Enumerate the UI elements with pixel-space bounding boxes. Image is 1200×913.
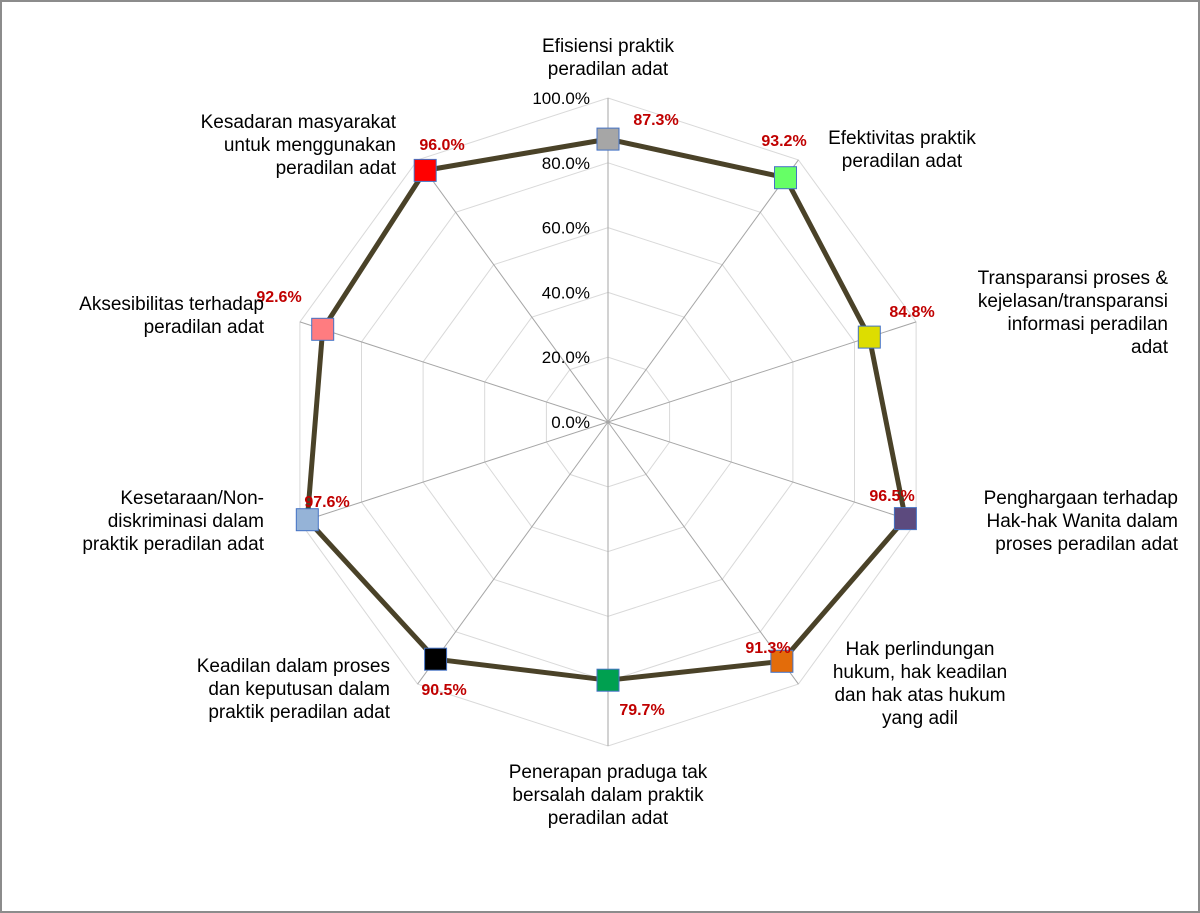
- category-label: Kesetaraan/Non-diskriminasi dalam praktik…: [82, 488, 264, 555]
- category-label-line: adat: [1131, 337, 1169, 358]
- category-label-line: peradilan adat: [144, 317, 265, 338]
- category-label: Kesadaran masyarakat untuk menggunakan per…: [201, 112, 397, 179]
- data-marker: [893, 507, 917, 531]
- data-marker: [857, 325, 881, 349]
- data-value-label: 91.3%: [745, 640, 790, 657]
- category-label-line: dan hak atas hukum: [834, 685, 1005, 706]
- category-label-line: Kesadaran masyarakat: [201, 112, 397, 133]
- data-marker: [770, 649, 794, 673]
- data-value-label: 92.6%: [256, 289, 301, 306]
- category-label-line: peradilan adat: [276, 158, 397, 179]
- category-label: Efektivitas praktik peradilan adat: [828, 128, 976, 172]
- category-label: Efisiensi praktik peradilan adat: [542, 36, 674, 80]
- category-label-line: dan keputusan dalam: [208, 679, 390, 700]
- data-marker: [596, 127, 620, 151]
- category-label-line: kejelasan/transparansi: [978, 291, 1168, 312]
- data-value-label: 90.5%: [421, 682, 466, 699]
- category-label-line: praktik peradilan adat: [208, 702, 390, 723]
- category-label-line: Keadilan dalam proses: [197, 656, 390, 677]
- category-label-line: peradilan adat: [548, 59, 669, 80]
- category-label-line: bersalah dalam praktik: [512, 785, 704, 806]
- category-label: Keadilan dalam proses dan keputusan dalam…: [197, 656, 391, 723]
- category-label-line: Penerapan praduga tak: [509, 762, 708, 783]
- category-label-line: Hak perlindungan: [846, 639, 995, 660]
- radial-tick-label: 60.0%: [542, 219, 590, 238]
- data-value-label: 96.5%: [869, 488, 914, 505]
- category-label: Penerapan praduga tak bersalah dalam prak…: [509, 762, 708, 829]
- data-marker: [413, 158, 437, 182]
- category-label-line: Aksesibilitas terhadap: [79, 294, 264, 315]
- radial-tick-label: 20.0%: [542, 348, 590, 367]
- data-value-label: 97.6%: [304, 494, 349, 511]
- axis-spoke: [607, 159, 799, 423]
- category-label-line: peradilan adat: [548, 808, 669, 829]
- radial-tick-label: 100.0%: [532, 89, 590, 108]
- category-label: Hak perlindungan hukum, hak keadilan dan h…: [833, 639, 1007, 729]
- data-marker: [424, 647, 448, 671]
- data-value-label: 87.3%: [633, 112, 678, 129]
- data-marker: [295, 508, 319, 532]
- data-value-label: 96.0%: [419, 137, 464, 154]
- category-label-line: Efisiensi praktik: [542, 36, 674, 57]
- data-value-label: 84.8%: [889, 304, 934, 321]
- data-value-label: 79.7%: [619, 702, 664, 719]
- category-label-line: praktik peradilan adat: [82, 534, 264, 555]
- data-series-line: [304, 136, 908, 683]
- axis-spoke: [607, 421, 917, 523]
- category-label-line: yang adil: [882, 708, 958, 729]
- category-label-line: hukum, hak keadilan: [833, 662, 1007, 683]
- category-label-line: diskriminasi dalam: [108, 511, 264, 532]
- radial-tick-label: 80.0%: [542, 154, 590, 173]
- category-label-line: peradilan adat: [842, 151, 963, 172]
- data-marker: [774, 166, 797, 190]
- category-label-line: proses peradilan adat: [995, 534, 1178, 555]
- category-label-line: untuk menggunakan: [224, 135, 396, 156]
- data-value-label: 93.2%: [761, 133, 806, 150]
- category-label: Aksesibilitas terhadap peradilan adat: [79, 294, 265, 338]
- data-marker: [311, 317, 335, 341]
- radial-tick-label: 0.0%: [551, 413, 590, 432]
- data-marker: [596, 668, 620, 692]
- category-label-line: Transparansi proses &: [978, 268, 1169, 289]
- category-label: Penghargaan terhadap Hak-hak Wanita dalam…: [984, 488, 1179, 555]
- axis-spoke: [417, 421, 609, 685]
- axis-spoke: [299, 421, 609, 523]
- axis-spoke: [299, 321, 609, 423]
- category-label-line: Penghargaan terhadap: [984, 488, 1178, 509]
- axis-spoke: [417, 159, 609, 423]
- category-label-line: Efektivitas praktik: [828, 128, 976, 149]
- axis-spoke: [607, 421, 799, 685]
- category-label-line: Kesetaraan/Non-: [120, 488, 264, 509]
- radial-tick-label: 40.0%: [542, 283, 590, 302]
- category-label-line: informasi peradilan: [1007, 314, 1168, 335]
- category-label-line: Hak-hak Wanita dalam: [987, 511, 1178, 532]
- category-label: Transparansi proses & kejelasan/transpara…: [978, 268, 1169, 358]
